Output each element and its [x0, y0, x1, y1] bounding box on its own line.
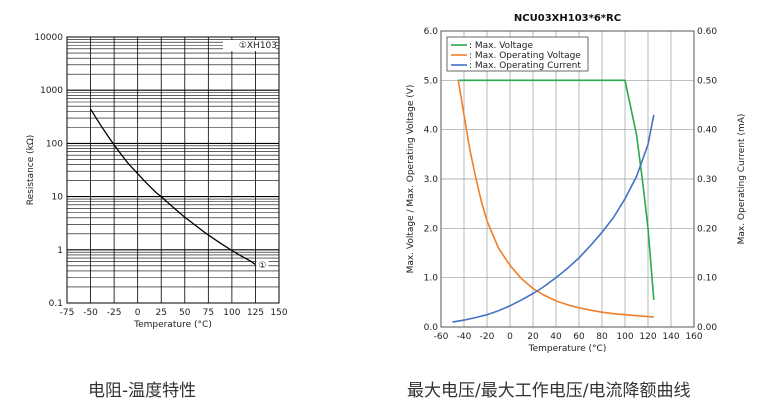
- y-tick-label: 0.1: [49, 299, 63, 309]
- x-tick-label: -25: [107, 308, 122, 318]
- plot-frame: [66, 36, 280, 304]
- x-tick-label: 125: [247, 308, 264, 318]
- y-axis-label: Max. Voltage / Max. Operating Voltage (V…: [406, 85, 416, 274]
- curve-annotation: ①: [258, 261, 266, 271]
- x-tick-label: -40: [457, 332, 472, 342]
- x-tick-label: 160: [685, 332, 702, 342]
- x-tick-label: -50: [83, 308, 98, 318]
- x-tick-label: 100: [616, 332, 633, 342]
- y-tick-label: 100: [46, 139, 63, 149]
- x-tick-label: 40: [550, 332, 562, 342]
- legend-label: : Max. Voltage: [469, 41, 533, 51]
- x-tick-label: 50: [179, 308, 191, 318]
- x-tick-label: 0: [507, 332, 513, 342]
- y-tick-label: 2.0: [424, 224, 439, 234]
- y-tick-label: 6.0: [424, 27, 439, 37]
- y-tick-label: 3.0: [424, 175, 439, 185]
- y-tick-label: 1: [57, 246, 63, 256]
- y2-tick-label: 0.40: [697, 126, 717, 136]
- y2-axis-label: Max. Operating Current (mA): [737, 114, 747, 245]
- y2-tick-label: 0.60: [697, 27, 717, 37]
- legend-label: : Max. Operating Current: [469, 61, 581, 71]
- x-tick-label: 75: [203, 308, 214, 318]
- y-tick-label: 0.0: [424, 323, 439, 333]
- y-tick-label: 10: [52, 193, 64, 203]
- caption-right: 最大电压/最大工作电压/电流降额曲线: [407, 381, 691, 401]
- y-tick-label: 10000: [34, 33, 63, 43]
- chart-title: NCU03XH103*6*RC: [514, 13, 621, 24]
- annotation-background: [256, 258, 269, 271]
- x-tick-label: 140: [662, 332, 679, 342]
- x-tick-label: 60: [573, 332, 585, 342]
- x-tick-label: 0: [135, 308, 141, 318]
- x-axis-label: Temperature (°C): [528, 344, 607, 354]
- series-line-0: [458, 79, 655, 300]
- x-tick-label: 120: [639, 332, 656, 342]
- series-line-2: [452, 114, 655, 323]
- y-axis-label: Resistance (kΩ): [26, 135, 36, 205]
- y-tick-label: 1.0: [424, 274, 439, 284]
- y2-tick-label: 0.20: [697, 224, 717, 234]
- series-line-xh103: [90, 108, 256, 266]
- legend-background: [223, 40, 276, 51]
- x-tick-label: -60: [434, 332, 449, 342]
- y-tick-label: 4.0: [424, 126, 439, 136]
- y2-tick-label: 0.50: [697, 76, 717, 86]
- plot-frame: [440, 30, 695, 328]
- y-tick-label: 5.0: [424, 76, 439, 86]
- caption-left: 电阻-温度特性: [88, 381, 197, 401]
- legend-label: ①XH103: [239, 41, 277, 51]
- x-tick-label: -20: [480, 332, 495, 342]
- x-tick-label: -75: [60, 308, 75, 318]
- y2-tick-label: 0.10: [697, 274, 717, 284]
- legend-box: [446, 36, 589, 72]
- y2-tick-label: 0.30: [697, 175, 717, 185]
- x-tick-label: 80: [596, 332, 608, 342]
- x-tick-label: 20: [527, 332, 539, 342]
- legend-label: : Max. Operating Voltage: [469, 51, 581, 61]
- x-axis-label: Temperature (°C): [133, 320, 212, 330]
- y2-tick-label: 0.00: [697, 323, 717, 333]
- series-line-1: [457, 80, 654, 318]
- x-tick-label: 100: [223, 308, 240, 318]
- y-tick-label: 1000: [40, 86, 63, 96]
- x-tick-label: 25: [155, 308, 166, 318]
- x-tick-label: 150: [270, 308, 287, 318]
